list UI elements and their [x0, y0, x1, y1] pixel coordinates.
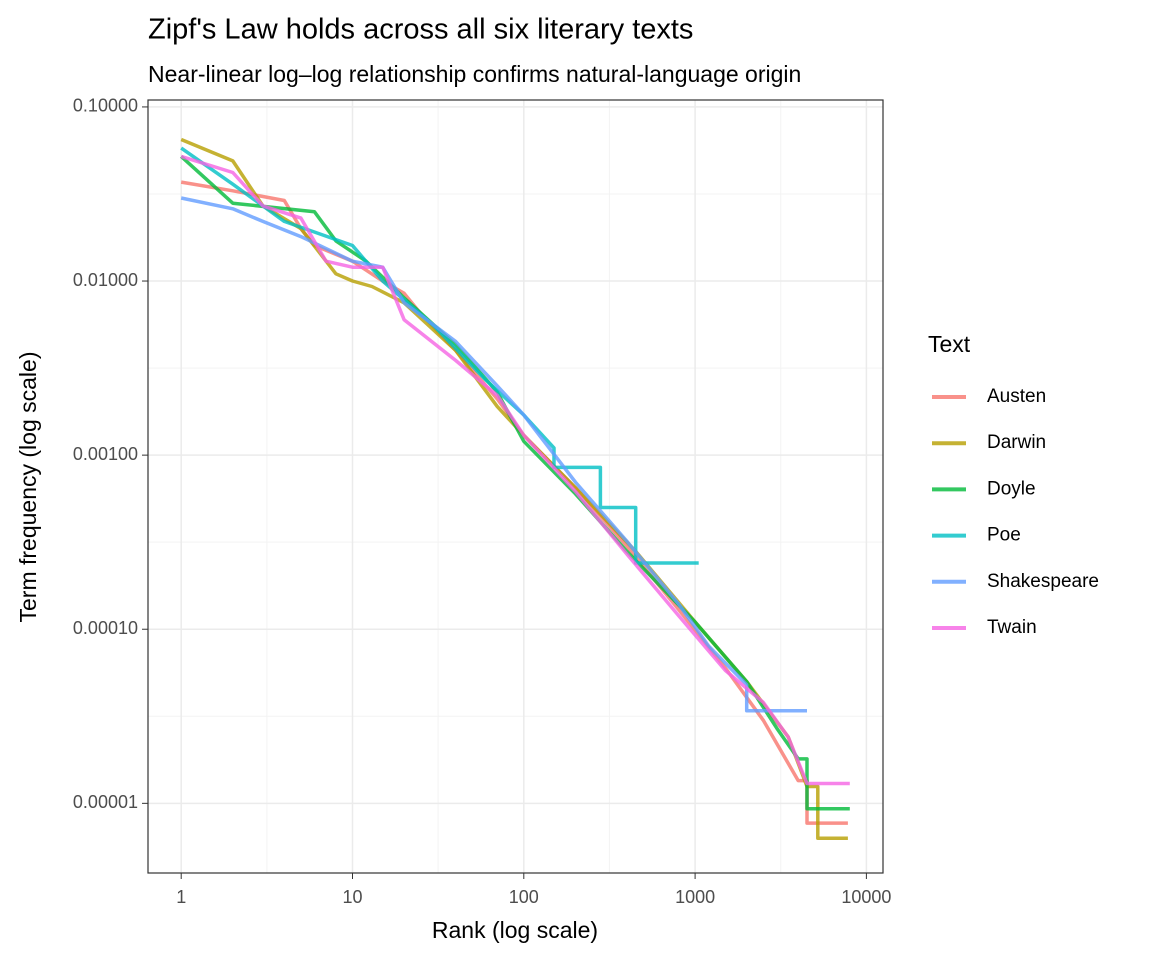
chart-title: Zipf's Law holds across all six literary…: [148, 14, 693, 46]
legend-label: Shakespeare: [987, 571, 1099, 592]
legend-label: Darwin: [987, 432, 1046, 453]
x-tick-label: 10: [342, 887, 362, 907]
legend-title: Text: [928, 331, 971, 357]
legend-label: Austen: [987, 386, 1046, 407]
x-axis-title: Rank (log scale): [432, 917, 598, 943]
legend-label: Poe: [987, 525, 1021, 546]
series-line: [180, 137, 848, 841]
x-tick-label: 1: [176, 887, 186, 907]
y-axis-title: Term frequency (log scale): [15, 352, 41, 623]
series-line: [180, 154, 850, 786]
panel-border: [147, 99, 884, 874]
series-line: [180, 180, 848, 825]
x-tick-label: 10000: [841, 887, 891, 907]
series-line: [180, 196, 807, 713]
y-tick-label: 0.10000: [73, 96, 138, 116]
y-tick-label: 0.00010: [73, 618, 138, 638]
y-tick-label: 0.01000: [73, 270, 138, 290]
legend-label: Doyle: [987, 478, 1036, 499]
x-tick-label: 1000: [675, 887, 715, 907]
series-line: [180, 146, 699, 565]
chart-subtitle: Near-linear log–log relationship confirm…: [148, 61, 801, 87]
legend-label: Twain: [987, 617, 1037, 638]
y-tick-label: 0.00001: [73, 792, 138, 812]
x-tick-label: 100: [509, 887, 539, 907]
series-line: [180, 155, 850, 811]
y-tick-label: 0.00100: [73, 444, 138, 464]
